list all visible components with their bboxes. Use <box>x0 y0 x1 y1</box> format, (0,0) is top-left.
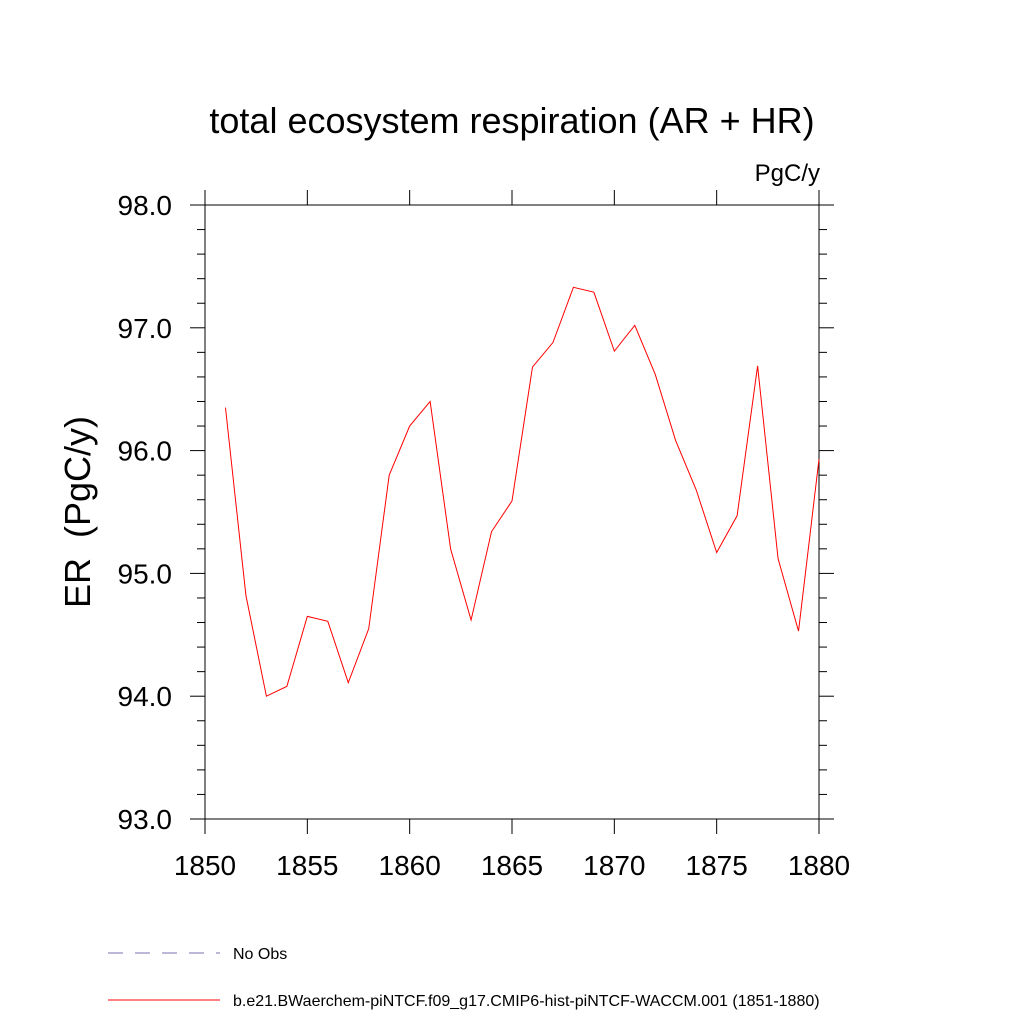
y-tick-label: 96.0 <box>118 436 173 467</box>
y-tick-label: 97.0 <box>118 313 173 344</box>
units-label: PgC/y <box>755 160 820 187</box>
y-tick-label: 98.0 <box>118 190 173 221</box>
y-tick-label: 93.0 <box>118 804 173 835</box>
y-axis-label: ER (PgC/y) <box>57 416 98 608</box>
y-tick-label: 95.0 <box>118 558 173 589</box>
x-tick-label: 1875 <box>686 850 748 881</box>
x-tick-label: 1855 <box>276 850 338 881</box>
y-tick-label: 94.0 <box>118 681 173 712</box>
legend-label: b.e21.BWaerchem-piNTCF.f09_g17.CMIP6-his… <box>233 993 820 1010</box>
tick-marks <box>190 190 834 834</box>
x-tick-label: 1850 <box>174 850 236 881</box>
x-tick-label: 1860 <box>379 850 441 881</box>
x-tick-label: 1870 <box>583 850 645 881</box>
x-tick-label: 1880 <box>788 850 850 881</box>
series-layer <box>224 286 820 697</box>
chart-title: total ecosystem respiration (AR + HR) <box>209 100 814 141</box>
plot-frame <box>204 204 820 820</box>
tick-labels: 1850 1855 1860 1865 1870 1875 1880 93.0 94.0 95.0… <box>118 190 851 881</box>
legend: No Obs b.e21.BWaerchem-piNTCF.f09_g17.CMI… <box>108 946 820 1010</box>
legend-label: No Obs <box>233 946 287 963</box>
x-tick-label: 1865 <box>481 850 543 881</box>
series-line-0 <box>224 286 820 697</box>
